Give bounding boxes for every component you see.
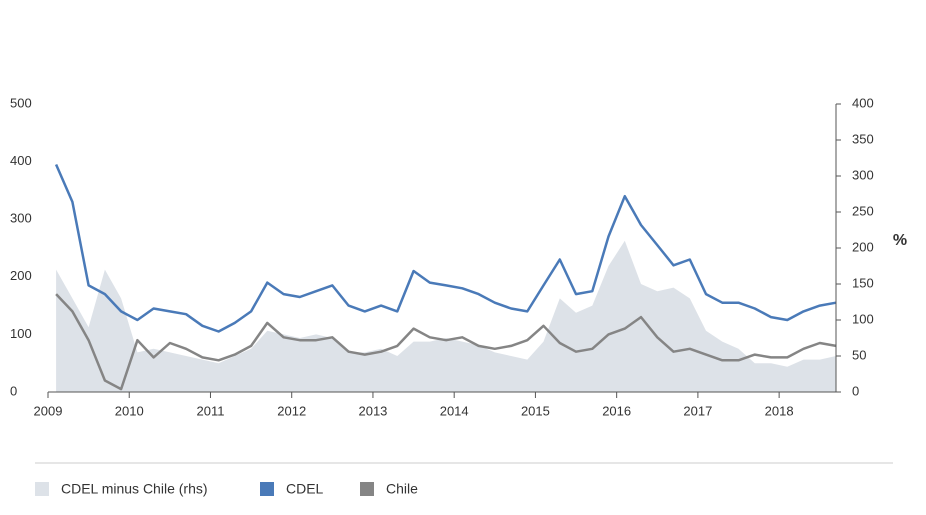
- legend-label: CDEL minus Chile (rhs): [61, 481, 208, 497]
- x-tick-label: 2012: [277, 403, 306, 418]
- x-tick-label: 2009: [34, 403, 63, 418]
- legend: CDEL minus Chile (rhs) CDEL Chile: [35, 481, 418, 497]
- x-tick-label: 2018: [765, 403, 794, 418]
- area: [56, 240, 837, 392]
- x-tick-label: 2014: [440, 403, 469, 418]
- y2-tick-label: 0: [852, 383, 859, 398]
- y-tick-label: 100: [10, 326, 32, 341]
- y-tick-label: 200: [10, 268, 32, 283]
- y-tick-label: 500: [10, 95, 32, 110]
- y-tick-label: 300: [10, 211, 32, 226]
- legend-label: CDEL: [286, 481, 324, 497]
- y2-tick-label: 50: [852, 347, 866, 362]
- y2-tick-label: 400: [852, 95, 874, 110]
- x-tick-label: 2016: [602, 403, 631, 418]
- y2-axis-label: %: [893, 232, 907, 249]
- y2-tick-label: 300: [852, 167, 874, 182]
- y-tick-label: 0: [10, 383, 17, 398]
- y2-tick-label: 350: [852, 131, 874, 146]
- y2-tick-label: 150: [852, 275, 874, 290]
- plot-area: [54, 164, 837, 392]
- x-tick-label: 2013: [358, 403, 387, 418]
- legend-label: Chile: [386, 481, 418, 497]
- legend-swatch: [360, 482, 374, 496]
- x-tick-label: 2010: [115, 403, 144, 418]
- y2-tick-label: 250: [852, 203, 874, 218]
- line: [55, 293, 837, 391]
- line: [54, 164, 837, 333]
- x-tick-label: 2015: [521, 403, 550, 418]
- x-tick-label: 2017: [683, 403, 712, 418]
- legend-swatch: [260, 482, 274, 496]
- y2-tick-label: 100: [852, 311, 874, 326]
- y-tick-label: 400: [10, 153, 32, 168]
- legend-swatch: [35, 482, 49, 496]
- y2-tick-label: 200: [852, 239, 874, 254]
- x-tick-label: 2011: [196, 403, 224, 418]
